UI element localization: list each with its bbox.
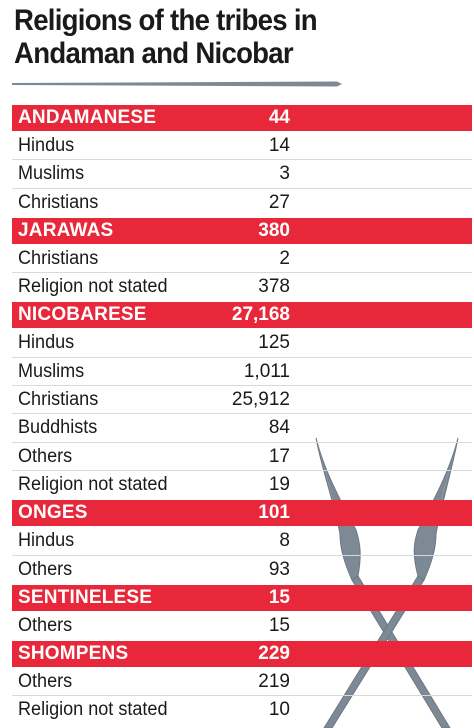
religion-value: 93 xyxy=(268,558,290,580)
tribe-header-row: NICOBARESE 27,168 xyxy=(12,302,472,329)
religion-row: Religion not stated 10 xyxy=(12,696,472,724)
religion-label: Others xyxy=(18,558,73,580)
religion-row: Others 219 xyxy=(12,668,472,697)
religion-row: Hindus 125 xyxy=(12,329,472,358)
religion-row: Religion not stated 378 xyxy=(12,273,472,301)
religion-label: Christians xyxy=(18,247,99,269)
chart-title: Religions of the tribes in Andaman and N… xyxy=(14,4,419,70)
religion-value: 3 xyxy=(279,163,290,185)
religion-label: Hindus xyxy=(18,332,75,354)
tribe-name: SHOMPENS xyxy=(18,643,129,665)
religion-value: 1,011 xyxy=(243,360,290,382)
religion-row: Others 17 xyxy=(12,443,472,471)
religion-label: Christians xyxy=(18,191,99,213)
religion-value: 378 xyxy=(258,276,290,298)
religion-row: Christians 27 xyxy=(12,189,472,217)
religion-row: Others 93 xyxy=(12,556,472,584)
religion-label: Others xyxy=(18,445,73,467)
tribe-header-row: SENTINELESE 15 xyxy=(12,584,472,611)
religion-table: ANDAMANESE 44 Hindus 14 Muslims 3 Christians 27… xyxy=(12,104,472,725)
religion-label: Religion not stated xyxy=(18,473,168,495)
tribe-name: NICOBARESE xyxy=(18,304,147,326)
religion-row: Muslims 3 xyxy=(12,160,472,189)
religion-label: Buddhists xyxy=(18,417,98,439)
religion-label: Others xyxy=(18,614,73,636)
tribe-name: ONGES xyxy=(18,502,88,524)
religion-label: Christians xyxy=(18,389,99,411)
title-line-2: Andaman and Nicobar xyxy=(14,37,294,70)
religion-label: Muslims xyxy=(18,360,85,382)
tribe-name: JARAWAS xyxy=(18,219,114,241)
tribe-header-row: JARAWAS 380 xyxy=(12,217,472,244)
tribe-total: 380 xyxy=(258,219,290,241)
religion-row: Christians 25,912 xyxy=(12,386,472,415)
tribe-total: 44 xyxy=(268,107,290,128)
religion-value: 2 xyxy=(279,247,290,269)
title-line-1: Religions of the tribes in xyxy=(14,4,318,37)
religion-row: Hindus 14 xyxy=(12,132,472,161)
religion-label: Hindus xyxy=(18,135,75,156)
religion-value: 219 xyxy=(258,671,290,693)
religion-value: 15 xyxy=(268,614,290,636)
religion-value: 19 xyxy=(268,473,290,495)
tribe-name: SENTINELESE xyxy=(18,586,153,608)
tribe-total: 229 xyxy=(258,643,290,665)
religion-label: Hindus xyxy=(18,530,75,552)
tribe-header-row: ANDAMANESE 44 xyxy=(12,105,472,131)
tribe-total: 101 xyxy=(258,502,290,524)
religion-value: 25,912 xyxy=(231,389,290,411)
religion-row: Buddhists 84 xyxy=(12,414,472,443)
religion-row: Christians 2 xyxy=(12,245,472,274)
tribe-header-row: SHOMPENS 229 xyxy=(12,641,472,668)
religion-value: 14 xyxy=(268,135,290,156)
religion-label: Religion not stated xyxy=(18,276,168,298)
religion-value: 8 xyxy=(279,530,290,552)
title-underline xyxy=(12,81,342,87)
tribe-name: ANDAMANESE xyxy=(18,107,157,128)
religion-value: 84 xyxy=(268,417,290,439)
religion-row: Hindus 8 xyxy=(12,527,472,556)
tribe-header-row: ONGES 101 xyxy=(12,500,472,527)
religion-row: Muslims 1,011 xyxy=(12,358,472,387)
religion-row: Religion not stated 19 xyxy=(12,471,472,499)
religion-label: Religion not stated xyxy=(18,699,168,721)
tribe-total: 15 xyxy=(268,586,290,608)
religion-value: 10 xyxy=(268,699,290,721)
religion-value: 125 xyxy=(258,332,290,354)
religion-value: 27 xyxy=(268,191,290,213)
religion-row: Others 15 xyxy=(12,612,472,640)
religion-value: 17 xyxy=(268,445,290,467)
religion-label: Others xyxy=(18,671,73,693)
religion-label: Muslims xyxy=(18,163,85,185)
tribe-total: 27,168 xyxy=(231,304,290,326)
